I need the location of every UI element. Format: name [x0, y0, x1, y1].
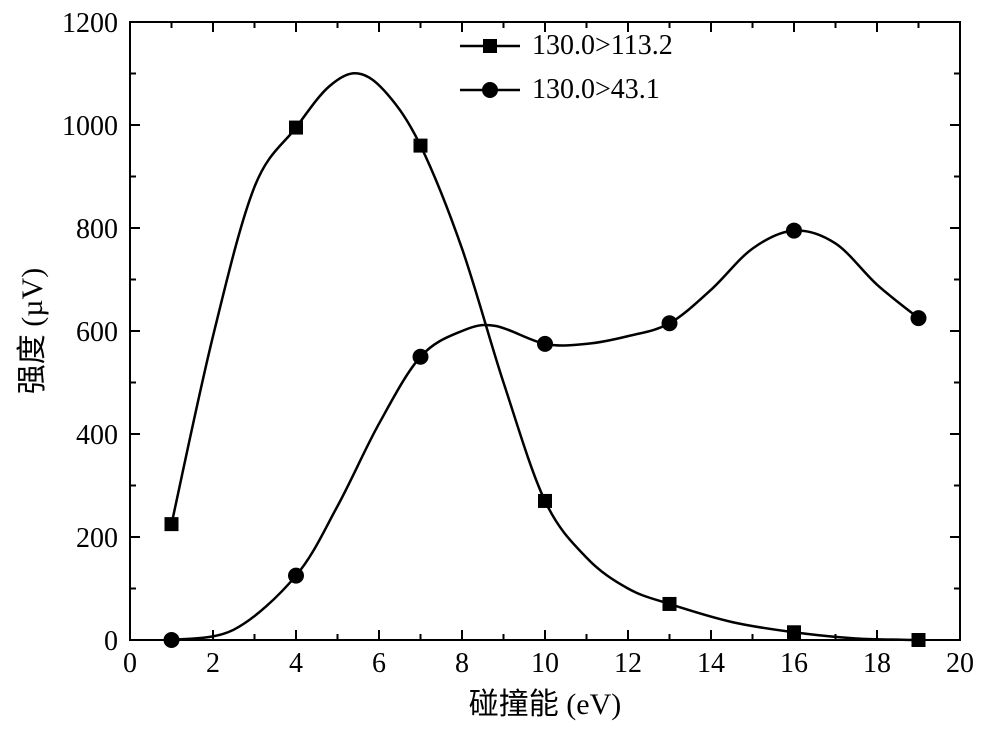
marker-circle [537, 336, 553, 352]
x-tick-label: 4 [289, 648, 303, 679]
x-axis-label: 碰撞能 (eV) [469, 688, 621, 721]
x-tick-label: 10 [531, 648, 559, 679]
series-line [172, 230, 919, 640]
chart-container: 02468101214161820020040060080010001200碰撞… [0, 0, 1000, 744]
marker-square [414, 139, 428, 153]
x-tick-label: 6 [372, 648, 386, 679]
marker-square [663, 597, 677, 611]
marker-square [165, 517, 179, 531]
x-tick-label: 12 [614, 648, 642, 679]
x-tick-label: 18 [863, 648, 891, 679]
marker-square [912, 633, 926, 647]
x-tick-label: 0 [123, 648, 137, 679]
marker-circle [482, 82, 498, 98]
marker-square [538, 494, 552, 508]
legend-label: 130.0>43.1 [532, 74, 660, 105]
y-tick-label: 1000 [62, 111, 118, 142]
x-tick-label: 8 [455, 648, 469, 679]
marker-circle [786, 223, 802, 239]
marker-square [289, 121, 303, 135]
line-chart: 02468101214161820020040060080010001200碰撞… [0, 0, 1000, 744]
marker-circle [164, 632, 180, 648]
series-line [172, 73, 919, 640]
marker-circle [911, 310, 927, 326]
y-tick-label: 800 [76, 214, 118, 245]
marker-square [483, 39, 497, 53]
x-tick-label: 2 [206, 648, 220, 679]
legend-label: 130.0>113.2 [532, 30, 673, 61]
marker-circle [288, 568, 304, 584]
y-tick-label: 200 [76, 523, 118, 554]
y-tick-label: 0 [104, 626, 118, 657]
x-tick-label: 14 [697, 648, 725, 679]
y-tick-label: 400 [76, 420, 118, 451]
y-tick-label: 1200 [62, 8, 118, 39]
marker-circle [662, 315, 678, 331]
x-tick-label: 16 [780, 648, 808, 679]
marker-circle [413, 349, 429, 365]
x-tick-label: 20 [946, 648, 974, 679]
marker-square [787, 625, 801, 639]
y-axis-label: 强度 (µV) [16, 268, 49, 394]
y-tick-label: 600 [76, 317, 118, 348]
